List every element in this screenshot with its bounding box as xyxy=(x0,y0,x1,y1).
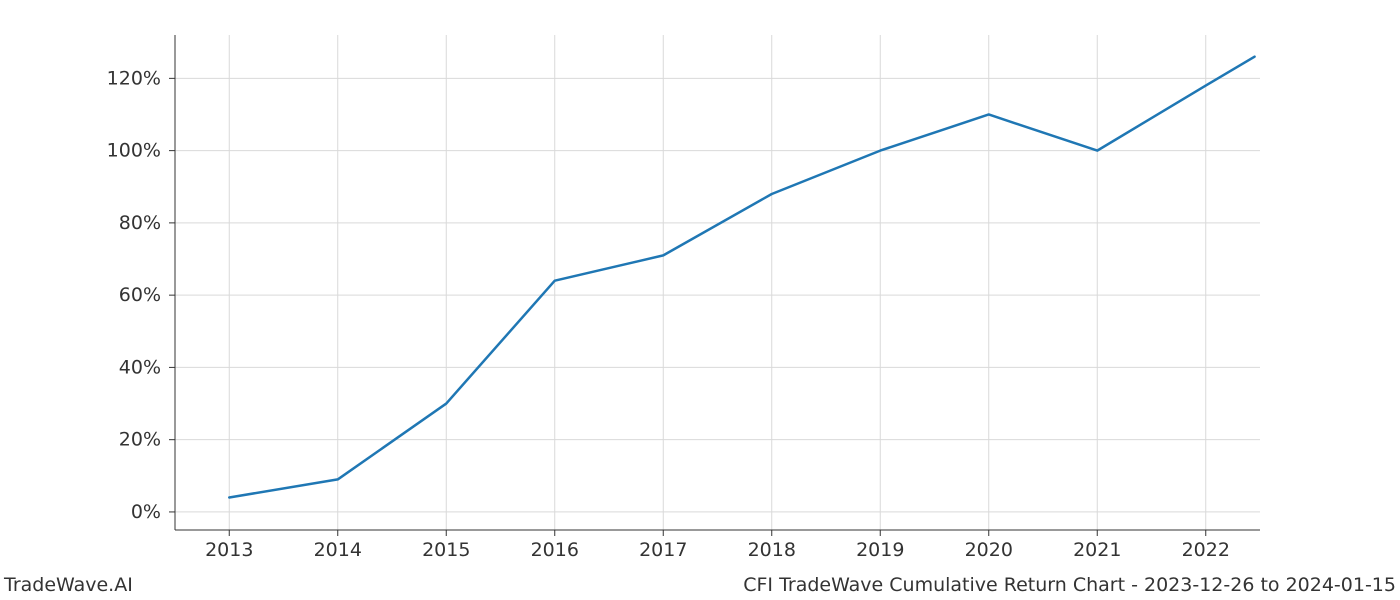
x-tick-label: 2019 xyxy=(856,539,904,561)
x-tick-label: 2021 xyxy=(1073,539,1121,561)
x-tick-label: 2013 xyxy=(205,539,253,561)
y-tick-label: 120% xyxy=(107,67,161,89)
x-tick-label: 2016 xyxy=(531,539,579,561)
x-tick-label: 2022 xyxy=(1182,539,1230,561)
x-tick-label: 2020 xyxy=(965,539,1013,561)
footer-right-label: CFI TradeWave Cumulative Return Chart - … xyxy=(743,574,1396,596)
y-tick-label: 100% xyxy=(107,140,161,162)
x-tick-label: 2014 xyxy=(314,539,362,561)
x-tick-label: 2018 xyxy=(748,539,796,561)
y-tick-label: 60% xyxy=(119,284,161,306)
x-tick-label: 2015 xyxy=(422,539,470,561)
chart-container: 2013 2014 2015 2016 2017 2018 2019 2020 2021 2022… xyxy=(0,0,1400,600)
chart-bg xyxy=(0,0,1400,600)
line-chart: 2013 2014 2015 2016 2017 2018 2019 2020 2021 2022… xyxy=(0,0,1400,600)
y-tick-label: 40% xyxy=(119,356,161,378)
y-tick-label: 80% xyxy=(119,212,161,234)
y-tick-label: 0% xyxy=(131,501,161,523)
footer-left-label: TradeWave.AI xyxy=(4,574,133,596)
x-tick-label: 2017 xyxy=(639,539,687,561)
y-tick-label: 20% xyxy=(119,429,161,451)
